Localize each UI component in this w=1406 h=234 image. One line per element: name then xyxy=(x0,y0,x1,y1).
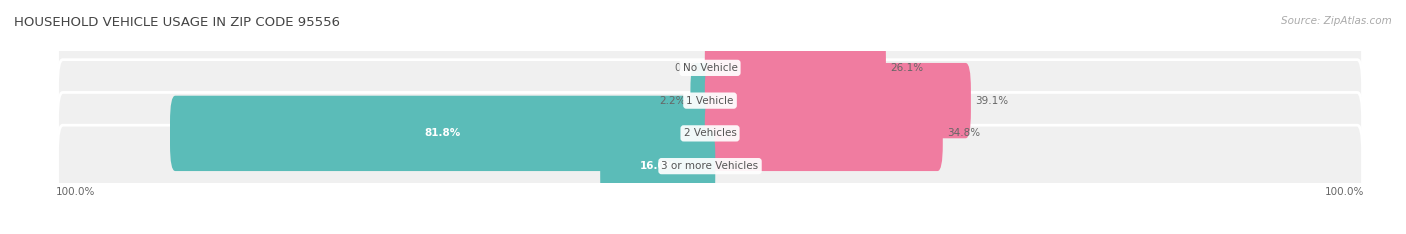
FancyBboxPatch shape xyxy=(58,92,1362,174)
FancyBboxPatch shape xyxy=(58,125,1362,207)
FancyBboxPatch shape xyxy=(58,60,1362,142)
Text: HOUSEHOLD VEHICLE USAGE IN ZIP CODE 95556: HOUSEHOLD VEHICLE USAGE IN ZIP CODE 9555… xyxy=(14,16,340,29)
Text: 100.0%: 100.0% xyxy=(56,187,96,197)
Text: 3 or more Vehicles: 3 or more Vehicles xyxy=(661,161,759,171)
Text: 1 Vehicle: 1 Vehicle xyxy=(686,96,734,106)
Text: 26.1%: 26.1% xyxy=(890,63,924,73)
FancyBboxPatch shape xyxy=(58,27,1362,109)
Legend: Owner-occupied, Renter-occupied: Owner-occupied, Renter-occupied xyxy=(588,230,832,234)
FancyBboxPatch shape xyxy=(600,128,716,204)
FancyBboxPatch shape xyxy=(704,96,943,171)
Text: 100.0%: 100.0% xyxy=(1324,187,1364,197)
Text: 34.8%: 34.8% xyxy=(948,128,980,138)
Text: 39.1%: 39.1% xyxy=(976,96,1008,106)
Text: 0.0%: 0.0% xyxy=(720,161,747,171)
Text: 0.0%: 0.0% xyxy=(673,63,700,73)
Text: No Vehicle: No Vehicle xyxy=(682,63,738,73)
Text: 81.8%: 81.8% xyxy=(425,128,461,138)
Text: 16.0%: 16.0% xyxy=(640,161,676,171)
FancyBboxPatch shape xyxy=(170,96,716,171)
FancyBboxPatch shape xyxy=(704,30,886,106)
FancyBboxPatch shape xyxy=(704,63,972,138)
Text: 2 Vehicles: 2 Vehicles xyxy=(683,128,737,138)
FancyBboxPatch shape xyxy=(690,63,716,138)
Text: Source: ZipAtlas.com: Source: ZipAtlas.com xyxy=(1281,16,1392,26)
Text: 2.2%: 2.2% xyxy=(659,96,686,106)
